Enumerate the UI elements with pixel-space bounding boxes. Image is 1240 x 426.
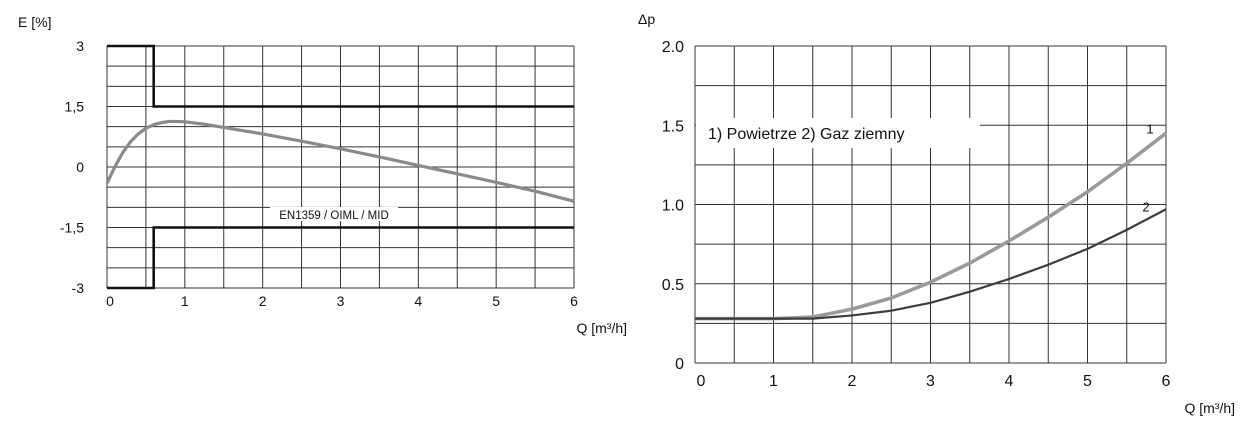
x-tick-label: 2 <box>848 373 857 390</box>
error-chart: EN1359 / OIML / MID 3 1,5 0 -1,5 -3 0 1 2 3 4 5 6 E [… <box>18 14 627 336</box>
x-tick-label: 4 <box>1005 373 1014 390</box>
x-tick-label: 1 <box>181 293 189 309</box>
legend-background <box>696 118 980 148</box>
x-axis-label: Q [m³/h] <box>576 320 627 336</box>
standard-annotation: EN1359 / OIML / MID <box>279 210 389 222</box>
series-1-line <box>695 131 1168 321</box>
series-2-line <box>695 208 1167 320</box>
y-tick-label: 3 <box>76 38 84 54</box>
upper-limit-line <box>107 44 574 108</box>
y-axis-label: E [%] <box>18 14 51 30</box>
y-tick-label: -3 <box>72 280 85 296</box>
legend-text: 1) Powietrze 2) Gaz ziemny <box>708 126 905 143</box>
x-tick-label: 5 <box>492 293 500 309</box>
pressure-chart-grid <box>694 45 1167 364</box>
x-tick-label: 6 <box>1162 373 1171 390</box>
error-curve <box>105 119 575 203</box>
x-tick-label: 0 <box>106 293 114 309</box>
x-tick-label: 3 <box>926 373 935 390</box>
x-tick-label: 2 <box>259 293 267 309</box>
y-tick-label: 1.0 <box>662 198 684 215</box>
lower-limit-line <box>107 226 574 290</box>
x-tick-label: 0 <box>697 373 706 390</box>
y-tick-label: 0 <box>675 356 684 373</box>
x-tick-label: 3 <box>337 293 345 309</box>
series-1-label: 1 <box>1146 121 1153 136</box>
y-tick-label: 1,5 <box>65 99 85 115</box>
x-tick-label: 6 <box>570 293 578 309</box>
pressure-chart: 1) Powietrze 2) Gaz ziemny 1 2 2.0 1.5 1.0 0.5… <box>638 11 1235 416</box>
x-axis-label: Q [m³/h] <box>1184 400 1235 416</box>
y-tick-label: 1.5 <box>662 118 684 135</box>
series-2-label: 2 <box>1142 200 1149 215</box>
x-tick-label: 5 <box>1083 373 1092 390</box>
annotation-background <box>270 207 398 221</box>
error-chart-grid <box>106 45 575 289</box>
x-tick-label: 4 <box>414 293 422 309</box>
y-tick-label: -1,5 <box>60 220 84 236</box>
x-tick-label: 1 <box>769 373 778 390</box>
y-axis-label: Δp <box>638 11 655 27</box>
y-tick-label: 0 <box>76 159 84 175</box>
y-tick-label: 0.5 <box>662 277 684 294</box>
y-tick-label: 2.0 <box>662 39 684 56</box>
